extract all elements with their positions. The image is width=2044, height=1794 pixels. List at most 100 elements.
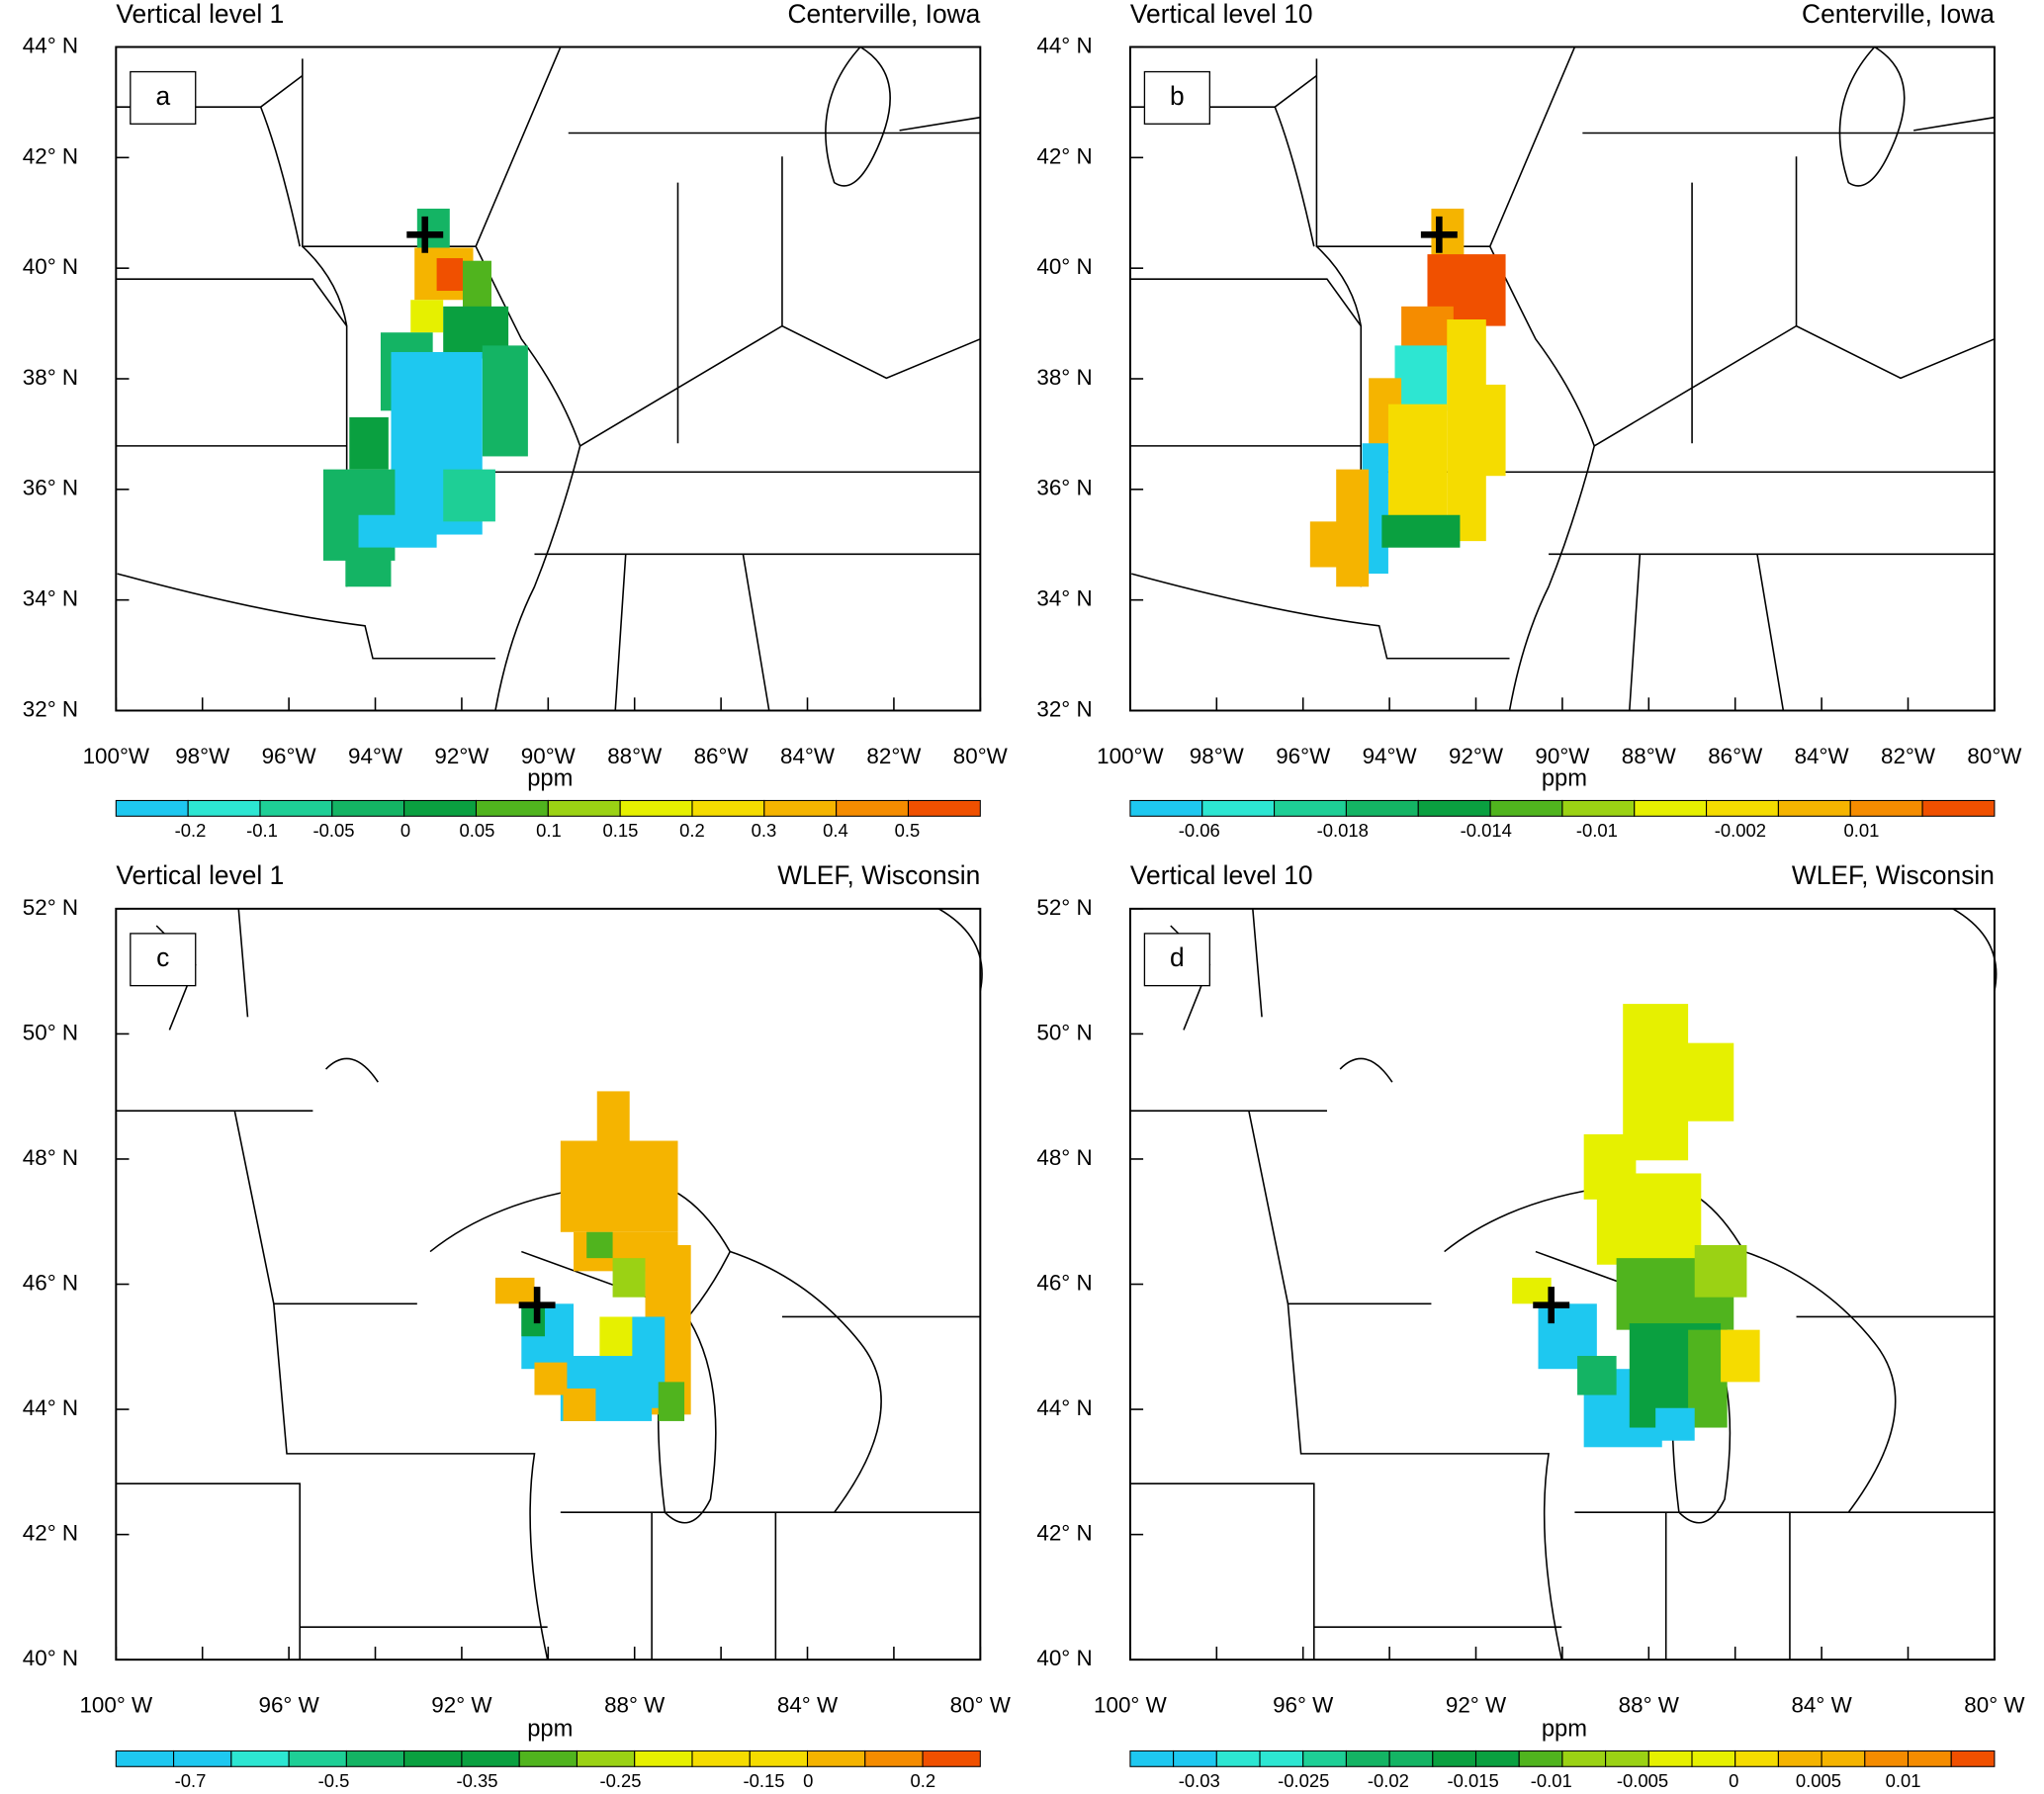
colorbar-box: [288, 1749, 347, 1767]
colorbar-label: -0.35: [456, 1770, 497, 1791]
colorbar-box: [1201, 799, 1276, 817]
colorbar-label: 0: [1729, 1770, 1738, 1791]
y-tick-label: 48° N: [23, 1145, 78, 1170]
x-tick-label: 92° W: [431, 1693, 492, 1718]
colorbar-label: -0.015: [1447, 1770, 1498, 1791]
colorbar-label: 0: [400, 820, 410, 841]
colorbar-box: [922, 1749, 981, 1767]
y-tick-label: 42° N: [1036, 143, 1092, 168]
x-tick-label: 82°W: [1881, 744, 1936, 768]
colorbar-box: [864, 1749, 924, 1767]
y-tick-label: 44° N: [1036, 1395, 1092, 1420]
panel-title: Vertical level 10: [1130, 860, 1313, 890]
colorbar-label: -0.7: [175, 1770, 207, 1791]
colorbar-box: [1821, 1749, 1866, 1767]
panel-title: Vertical level 1: [116, 0, 284, 29]
base-map: [1129, 908, 1998, 1660]
colorbar-label: 0: [803, 1770, 813, 1791]
map-frame: [1128, 907, 1996, 1661]
colorbar-box: [259, 799, 333, 817]
x-tick-label: 80° W: [1964, 1693, 2025, 1718]
plume: [1309, 208, 1506, 587]
panel-label-box: [1143, 70, 1210, 125]
y-tick-label: 34° N: [23, 586, 78, 611]
colorbar-box: [230, 1749, 290, 1767]
x-tick-label: 100°W: [1097, 744, 1164, 768]
base-map: [1129, 45, 1996, 712]
x-tick-label: 94°W: [1363, 744, 1418, 768]
x-tick-label: 84° W: [777, 1693, 839, 1718]
colorbar-box: [1647, 1749, 1693, 1767]
plume: [1512, 1004, 1760, 1448]
colorbar-label: -0.014: [1461, 820, 1512, 841]
map-frame: [115, 907, 982, 1661]
colorbar-box: [403, 1749, 463, 1767]
panel-location: WLEF, Wisconsin: [1792, 860, 1995, 890]
colorbar-box: [1388, 1749, 1434, 1767]
colorbar-box: [806, 1749, 866, 1767]
x-tick-label: 88°W: [607, 744, 663, 768]
colorbar-box: [1417, 799, 1491, 817]
y-tick-label: 40° N: [23, 254, 78, 279]
x-tick-label: 88° W: [604, 1693, 666, 1718]
x-tick-label: 96°W: [1276, 744, 1331, 768]
colorbar-box: [1691, 1749, 1736, 1767]
y-tick-label: 44° N: [23, 33, 78, 57]
colorbar-label: 0.01: [1844, 820, 1880, 841]
x-tick-label: 96°W: [262, 744, 317, 768]
colorbar-box: [1777, 799, 1851, 817]
colorbar-box: [1907, 1749, 1952, 1767]
base-map: [115, 908, 983, 1660]
colorbar-label: -0.01: [1531, 1770, 1572, 1791]
y-tick-label: 50° N: [23, 1020, 78, 1044]
y-tick-label: 46° N: [1036, 1270, 1092, 1295]
x-tick-label: 100°W: [83, 744, 150, 768]
y-tick-label: 32° N: [1036, 696, 1092, 721]
colorbar-box: [518, 1749, 578, 1767]
x-tick-label: 100° W: [1094, 1693, 1168, 1718]
colorbar-box: [1950, 1749, 1996, 1767]
colorbar-box: [115, 1749, 175, 1767]
colorbar-label: -0.15: [743, 1770, 784, 1791]
colorbar-box: [634, 1749, 693, 1767]
colorbar-box: [1302, 1749, 1347, 1767]
colorbar-label: 0.4: [823, 820, 848, 841]
x-tick-label: 100° W: [79, 1693, 153, 1718]
colorbar-box: [1345, 799, 1419, 817]
x-tick-label: 80°W: [953, 744, 1009, 768]
colorbar-unit: ppm: [1542, 1717, 1587, 1743]
colorbar-box: [1864, 1749, 1910, 1767]
colorbar-label: -0.2: [175, 820, 207, 841]
colorbar-box: [1734, 1749, 1779, 1767]
colorbar-label: -0.02: [1368, 1770, 1409, 1791]
colorbar-box: [1777, 1749, 1822, 1767]
colorbar-unit: ppm: [527, 766, 573, 792]
x-tick-label: 92° W: [1446, 1693, 1507, 1718]
y-tick-label: 42° N: [23, 143, 78, 168]
colorbar-box: [1432, 1749, 1477, 1767]
colorbar-label: -0.25: [599, 1770, 641, 1791]
colorbar-label: -0.025: [1278, 1770, 1329, 1791]
colorbar-box: [1129, 799, 1203, 817]
plume: [322, 208, 528, 587]
colorbar-box: [475, 799, 549, 817]
y-tick-label: 52° N: [1036, 895, 1092, 920]
x-tick-label: 84°W: [1795, 744, 1850, 768]
colorbar-label: -0.03: [1179, 1770, 1220, 1791]
colorbar-box: [1215, 1749, 1261, 1767]
panel-label: c: [156, 942, 169, 972]
y-tick-label: 38° N: [23, 365, 78, 390]
x-tick-label: 96° W: [258, 1693, 319, 1718]
x-tick-label: 94°W: [348, 744, 403, 768]
colorbar-box: [1849, 799, 1923, 817]
colorbar-label: 0.3: [752, 820, 777, 841]
colorbar-box: [187, 799, 261, 817]
x-tick-label: 90°W: [1535, 744, 1590, 768]
colorbar-unit: ppm: [1542, 766, 1587, 792]
panel-title: Vertical level 10: [1130, 0, 1313, 29]
base-map: [115, 45, 982, 712]
y-tick-label: 40° N: [1036, 254, 1092, 279]
y-tick-label: 42° N: [23, 1521, 78, 1546]
colorbar-box: [1345, 1749, 1390, 1767]
y-tick-label: 44° N: [23, 1395, 78, 1420]
